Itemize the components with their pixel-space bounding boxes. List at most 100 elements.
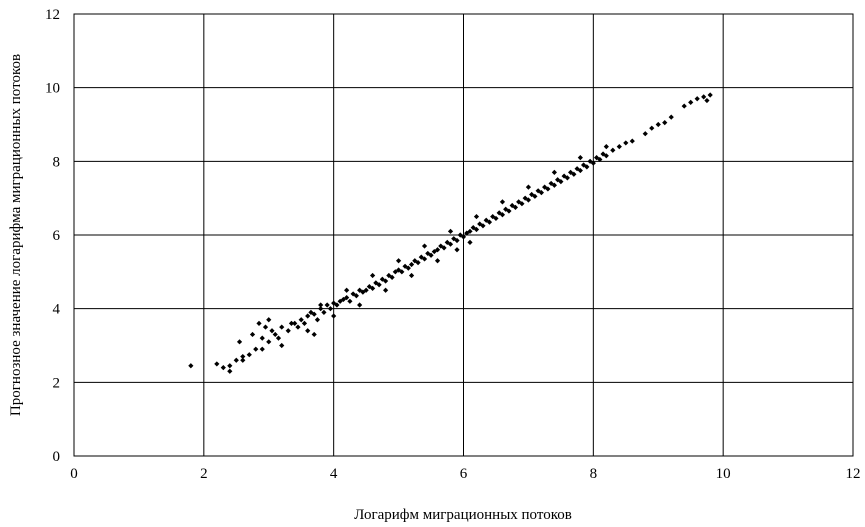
data-point (392, 269, 398, 275)
data-point (305, 328, 311, 334)
data-point (532, 193, 538, 199)
data-point (188, 363, 194, 369)
data-point (285, 328, 291, 334)
data-point (649, 125, 655, 131)
data-point (331, 313, 337, 319)
data-point (353, 293, 359, 299)
y-axis-label: Прогнозное значение логарифма миграционн… (8, 54, 24, 416)
data-point (542, 184, 548, 190)
data-point (275, 335, 282, 341)
y-tick-label: 10 (45, 81, 60, 97)
data-point (344, 287, 350, 293)
data-points (188, 92, 713, 374)
data-point (256, 320, 262, 326)
data-point (701, 94, 707, 100)
x-tick-label: 0 (70, 466, 78, 482)
data-point (538, 190, 544, 196)
data-point (551, 169, 557, 175)
plot-border (73, 13, 854, 457)
data-point (529, 191, 535, 198)
data-point (447, 241, 454, 247)
data-point (249, 331, 256, 338)
data-point (318, 302, 324, 308)
data-point (681, 103, 687, 109)
x-tick-label: 8 (590, 466, 598, 482)
data-point (434, 247, 441, 253)
y-tick-label: 12 (45, 7, 60, 23)
data-point (467, 228, 473, 234)
data-point (503, 206, 509, 212)
data-point (262, 324, 269, 330)
data-point (321, 309, 327, 315)
data-point (707, 92, 713, 98)
data-point (259, 335, 265, 341)
data-point (370, 272, 376, 279)
data-point (253, 346, 259, 352)
data-point (467, 239, 473, 245)
data-point (629, 138, 635, 144)
data-point (506, 208, 512, 214)
y-tick-label: 0 (53, 449, 61, 465)
data-point (292, 320, 298, 326)
y-tick-label: 6 (53, 228, 61, 244)
data-point (279, 324, 285, 330)
data-point (486, 219, 493, 225)
data-point (227, 363, 233, 369)
data-point (363, 287, 369, 293)
x-tick-label: 12 (846, 466, 861, 482)
data-point (603, 153, 609, 159)
data-point (571, 171, 577, 177)
data-point (366, 283, 372, 290)
data-point (603, 144, 609, 150)
x-tick-label: 4 (330, 466, 338, 482)
data-point (499, 212, 506, 218)
data-point (616, 144, 622, 150)
data-point (477, 221, 483, 227)
y-tick-label: 4 (53, 302, 61, 318)
data-point (220, 365, 226, 371)
data-point (577, 167, 583, 174)
data-point (383, 278, 389, 284)
data-point (704, 97, 710, 104)
y-tick-labels: 0 2 4 6 8 10 12 (45, 7, 61, 465)
y-tick-label: 2 (53, 375, 61, 391)
data-point (298, 317, 304, 323)
data-point (395, 258, 402, 264)
data-point (580, 162, 587, 168)
data-point (421, 256, 428, 262)
data-point (499, 199, 506, 205)
x-tick-label: 2 (200, 466, 208, 482)
data-point (402, 263, 408, 269)
data-point (347, 298, 353, 304)
data-point (431, 248, 437, 255)
data-point (405, 265, 411, 271)
data-point (214, 361, 220, 367)
data-point (555, 177, 561, 183)
data-point (460, 234, 467, 240)
data-point (421, 243, 428, 249)
data-point (525, 184, 532, 190)
data-point (408, 261, 415, 268)
data-point (434, 258, 441, 264)
data-point (688, 99, 694, 105)
x-tick-label: 6 (460, 466, 468, 482)
x-tick-labels: 0 2 4 6 8 10 12 (70, 466, 860, 482)
data-point (577, 155, 583, 161)
data-point (519, 201, 525, 207)
data-point (288, 320, 295, 326)
data-point (551, 182, 557, 188)
data-point (441, 245, 447, 251)
data-point (279, 342, 285, 349)
data-point (227, 368, 233, 374)
data-point (464, 230, 470, 236)
data-point (311, 331, 317, 338)
data-point (454, 247, 460, 253)
data-point (308, 309, 314, 315)
data-point (447, 228, 454, 234)
data-point (428, 252, 434, 258)
data-point (545, 186, 551, 192)
data-point (305, 313, 311, 319)
data-point (642, 131, 648, 137)
data-point (470, 225, 476, 231)
data-point (610, 147, 616, 153)
